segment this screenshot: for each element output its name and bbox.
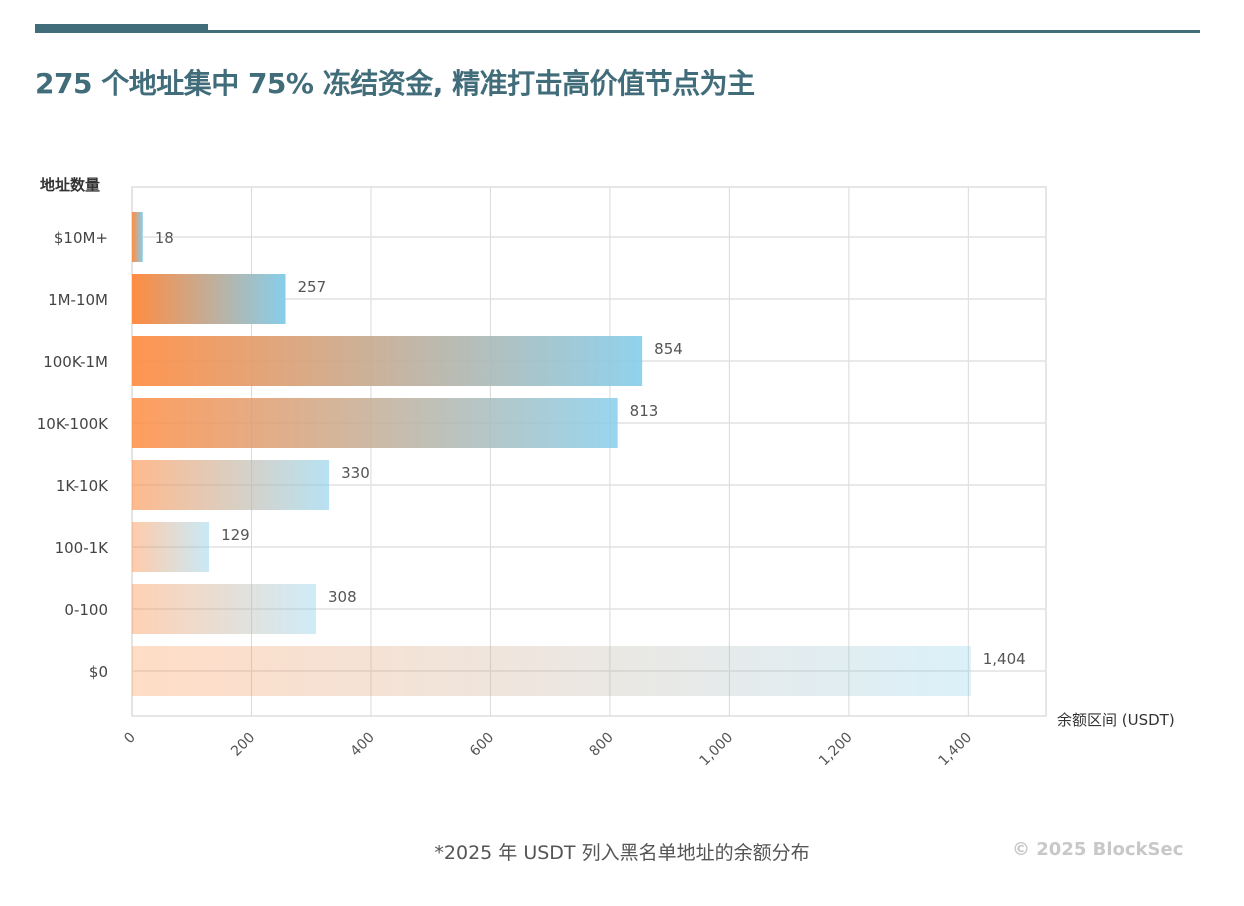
x-axis-title: 余额区间 (USDT) (1057, 711, 1175, 729)
chart-footnote: *2025 年 USDT 列入黑名单地址的余额分布 (434, 842, 810, 864)
x-tick-label: 800 (587, 730, 617, 760)
y-category-label: 0-100 (64, 601, 108, 619)
bar-value-label: 308 (328, 588, 357, 606)
bar-value-label: 18 (155, 229, 174, 247)
plot-frame (131, 186, 1047, 717)
header-accent-bar (35, 24, 208, 33)
bar (132, 584, 316, 634)
x-tick-label: 1,400 (936, 730, 976, 770)
y-category-label: 1K-10K (56, 477, 109, 495)
y-axis-title: 地址数量 (40, 176, 100, 194)
y-category-label: 100K-1M (43, 353, 108, 371)
y-category-label: 1M-10M (48, 291, 108, 309)
x-tick-label: 400 (348, 730, 378, 760)
x-tick-label: 0 (121, 730, 139, 748)
bar-value-label: 129 (221, 526, 250, 544)
bar (132, 212, 143, 262)
bar-value-label: 1,404 (983, 650, 1026, 668)
bar (132, 274, 286, 324)
y-category-label: $10M+ (54, 229, 108, 247)
bar (132, 522, 210, 572)
bar-value-label: 330 (341, 464, 370, 482)
bar-value-label: 854 (654, 340, 683, 358)
bar (132, 398, 618, 448)
header-rule (35, 30, 1200, 33)
x-tick-label: 600 (467, 730, 497, 760)
bar-value-label: 257 (298, 278, 327, 296)
y-category-label: 100-1K (55, 539, 110, 557)
y-category-label: $0 (89, 663, 108, 681)
x-tick-label: 1,000 (697, 730, 737, 770)
y-category-label: 10K-100K (37, 415, 109, 433)
copyright: © 2025 BlockSec (1012, 839, 1184, 860)
bar-value-label: 813 (630, 402, 659, 420)
bar (132, 646, 971, 696)
page-title: 275 个地址集中 75% 冻结资金, 精准打击高价值节点为主 (35, 67, 755, 100)
bar (132, 460, 330, 510)
x-tick-label: 200 (228, 730, 258, 760)
bar (132, 336, 643, 386)
x-tick-label: 1,200 (816, 730, 856, 770)
